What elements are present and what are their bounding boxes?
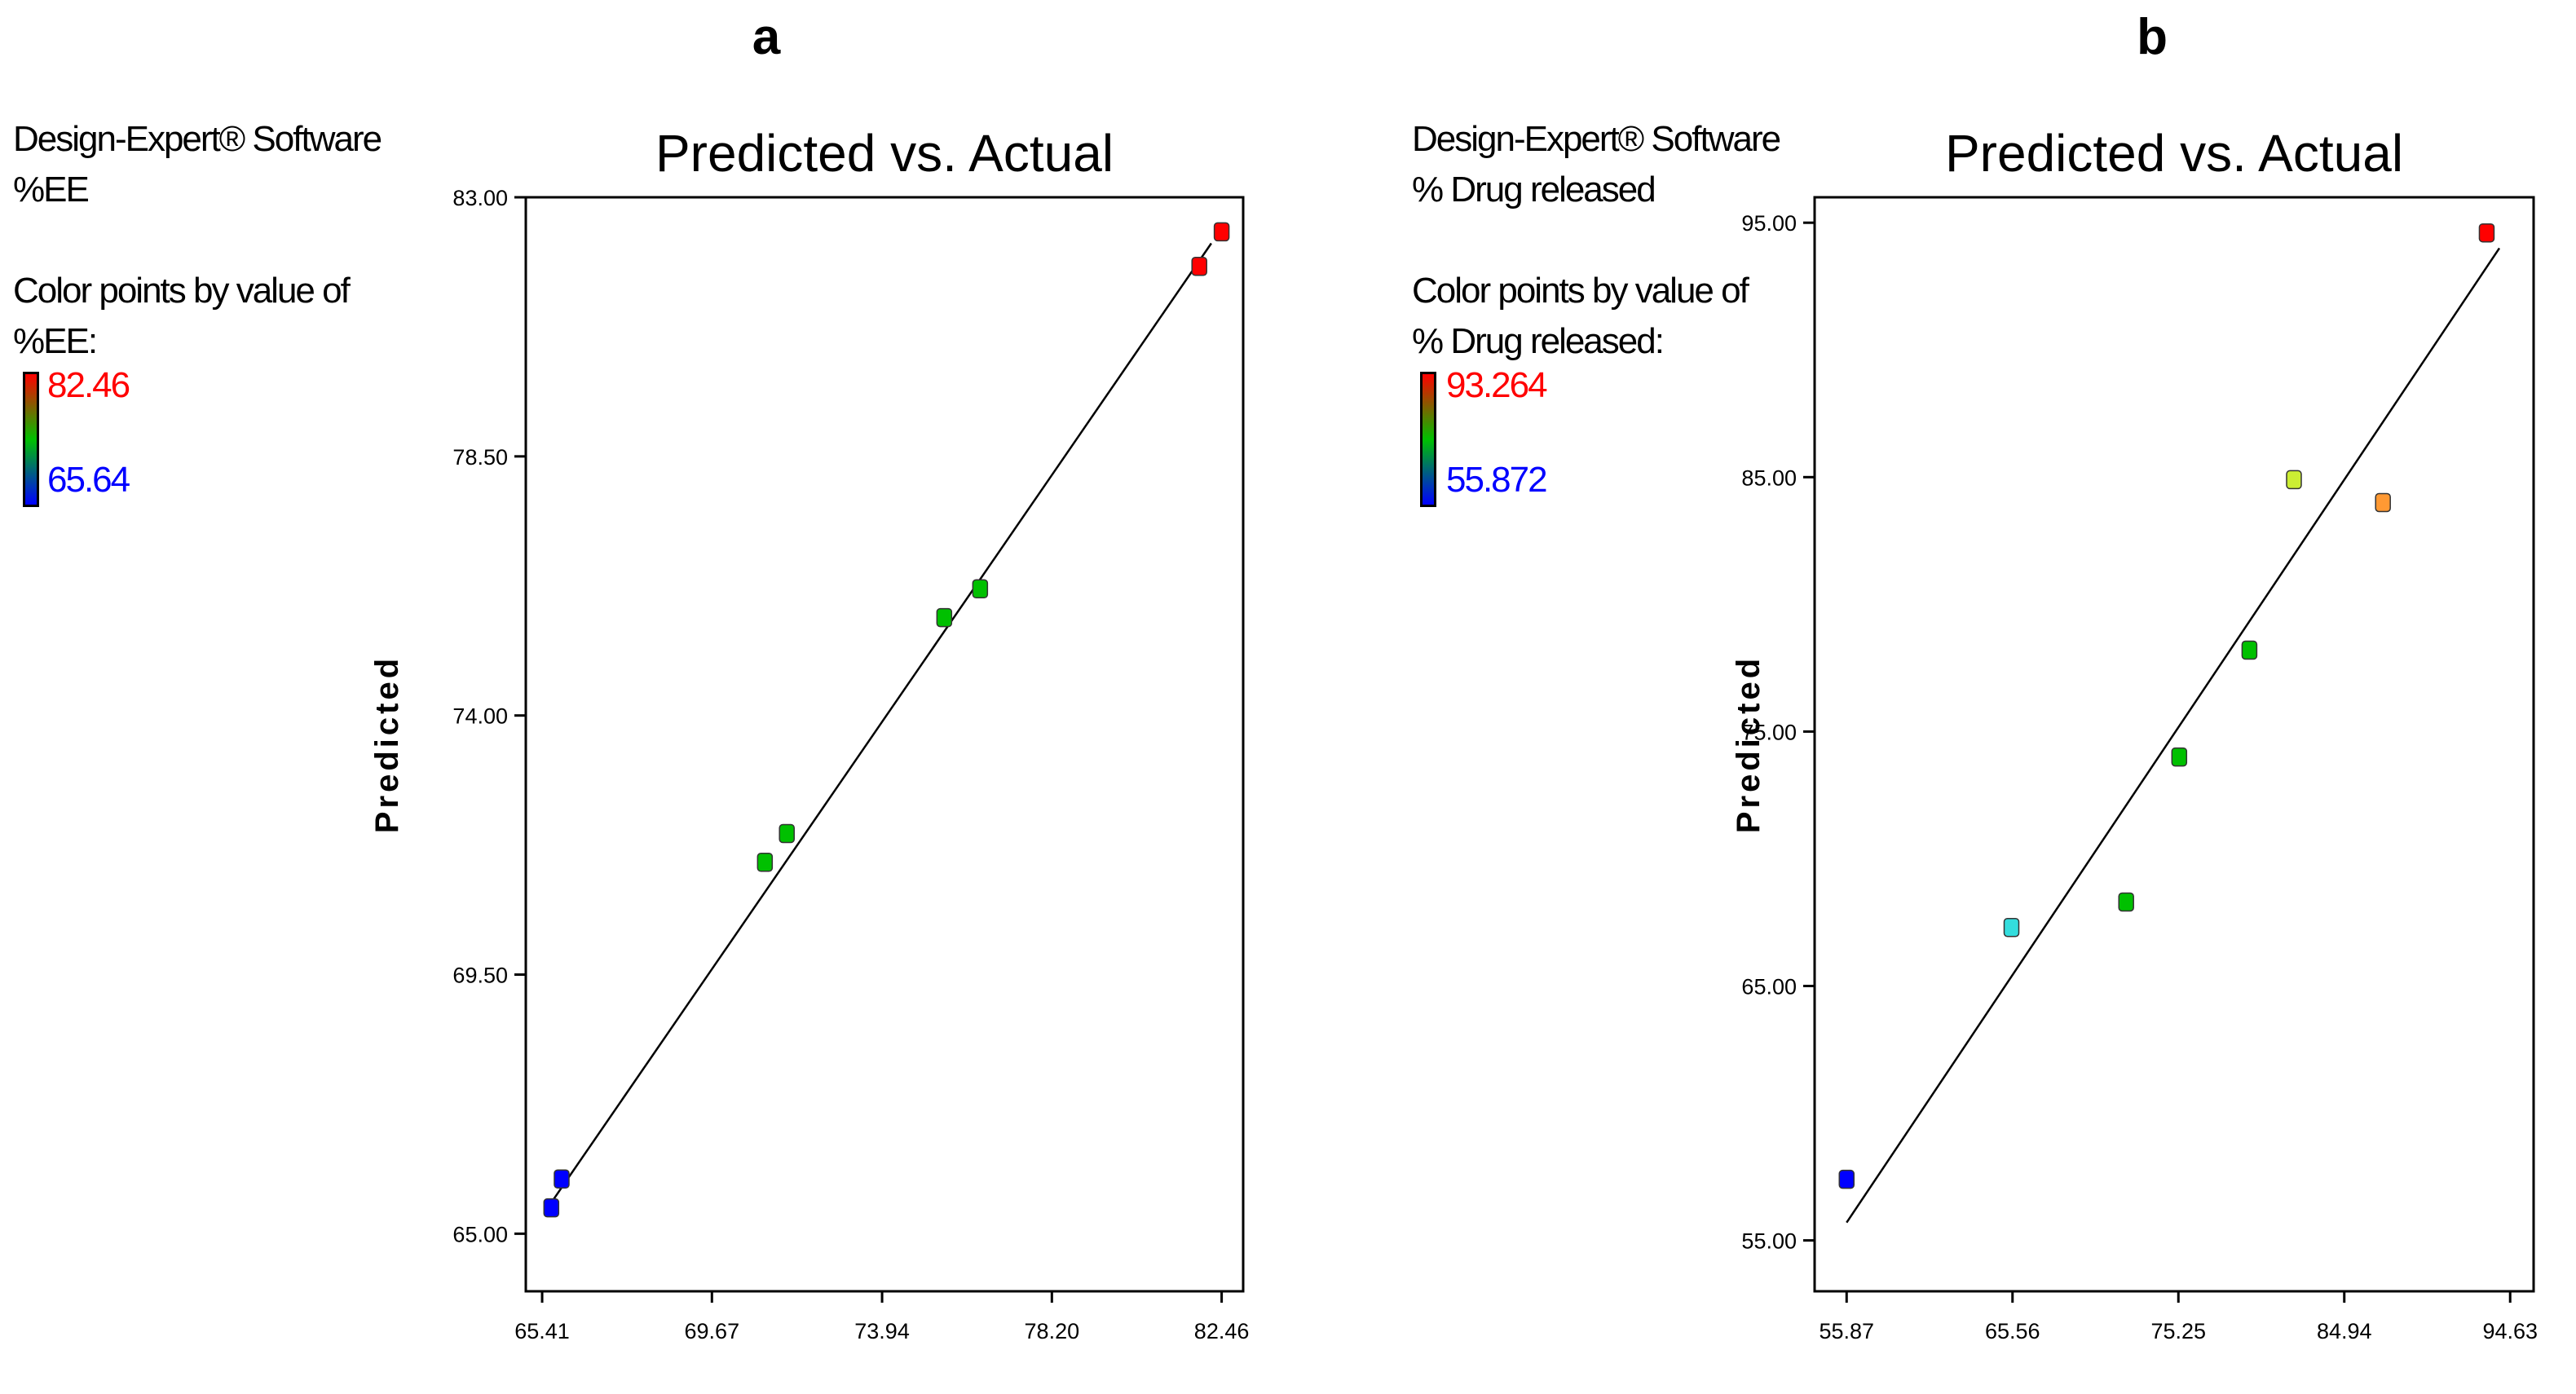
x-tick-label: 65.41 — [514, 1319, 570, 1343]
scatter-plot-b: Predicted vs. Actual Predicted 55.00 65.00 7… — [1731, 124, 2538, 1343]
x-tick-label: 75.25 — [2150, 1319, 2206, 1343]
color-by-line2: % Drug released: — [1412, 321, 1665, 361]
x-tick-label: 55.87 — [1819, 1319, 1874, 1343]
color-by-line1: Color points by value of — [13, 271, 351, 311]
data-point — [972, 579, 989, 599]
chart-title: Predicted vs. Actual — [655, 124, 1114, 183]
color-legend-bar — [23, 372, 39, 507]
data-point — [543, 1198, 560, 1218]
fit-line — [549, 242, 1212, 1206]
x-tick-label: 73.94 — [854, 1319, 910, 1343]
y-tick-label: 65.00 — [452, 1222, 508, 1246]
data-point — [779, 823, 795, 844]
info-block: Design-Expert® Software %EE Color points… — [13, 114, 382, 367]
chart-title: Predicted vs. Actual — [1945, 124, 2403, 183]
data-point — [2375, 492, 2391, 513]
panel-b: b Design-Expert® Software % Drug release… — [1288, 0, 2576, 1394]
info-block: Design-Expert® Software % Drug released … — [1412, 114, 1781, 367]
x-tick-label: 65.56 — [1985, 1319, 2040, 1343]
x-tick-label: 82.46 — [1194, 1319, 1250, 1343]
y-tick-label: 75.00 — [1741, 720, 1797, 744]
plot-frame — [524, 196, 1245, 1293]
y-axis-label: Predicted — [1731, 655, 1767, 833]
data-point — [2003, 917, 2020, 937]
x-tick-label: 69.67 — [685, 1319, 740, 1343]
legend-min-value: 65.64 — [47, 460, 130, 500]
data-point — [936, 607, 953, 628]
y-tick-label: 65.00 — [1741, 974, 1797, 999]
color-by-line1: Color points by value of — [1412, 271, 1749, 311]
data-point — [2286, 470, 2302, 490]
software-label: Design-Expert® Software — [1412, 119, 1781, 159]
x-tick-label: 78.20 — [1025, 1319, 1080, 1343]
color-by-line2: %EE: — [13, 321, 98, 361]
data-point — [756, 853, 774, 872]
x-tick-label: 84.94 — [2317, 1319, 2372, 1343]
y-tick-label: 55.00 — [1741, 1229, 1797, 1254]
data-point — [2118, 892, 2134, 912]
x-tick-label: 94.63 — [2482, 1319, 2538, 1343]
software-label: Design-Expert® Software — [13, 119, 382, 159]
scatter-plot-a: Predicted vs. Actual Predicted 65.00 69.50 7… — [369, 124, 1250, 1343]
data-point — [2478, 223, 2495, 243]
fit-line — [1846, 247, 2501, 1224]
legend-max-value: 93.264 — [1446, 365, 1548, 405]
y-axis-label: Predicted — [369, 655, 405, 833]
data-point — [2241, 640, 2258, 660]
plot-frame — [1813, 196, 2535, 1293]
y-tick-label: 85.00 — [1741, 465, 1797, 490]
legend-min-value: 55.872 — [1446, 460, 1548, 500]
y-tick-label: 78.50 — [452, 445, 508, 470]
y-tick-label: 83.00 — [452, 186, 508, 210]
color-legend-bar — [1420, 372, 1436, 507]
panel-a: a Design-Expert® Software %EE Color poin… — [13, 9, 1250, 1343]
data-point — [1213, 222, 1230, 242]
y-tick-label: 69.50 — [452, 964, 508, 988]
data-point — [1191, 257, 1207, 276]
y-tick-label: 74.00 — [452, 704, 508, 729]
panel-label: b — [2137, 9, 2168, 65]
data-point — [554, 1169, 570, 1189]
data-point — [1838, 1169, 1855, 1189]
y-tick-label: 95.00 — [1741, 211, 1797, 236]
panel-label: a — [752, 9, 781, 65]
data-point — [2171, 747, 2188, 767]
response-label: % Drug released — [1412, 170, 1656, 210]
legend-max-value: 82.46 — [47, 365, 130, 405]
response-label: %EE — [13, 170, 90, 210]
